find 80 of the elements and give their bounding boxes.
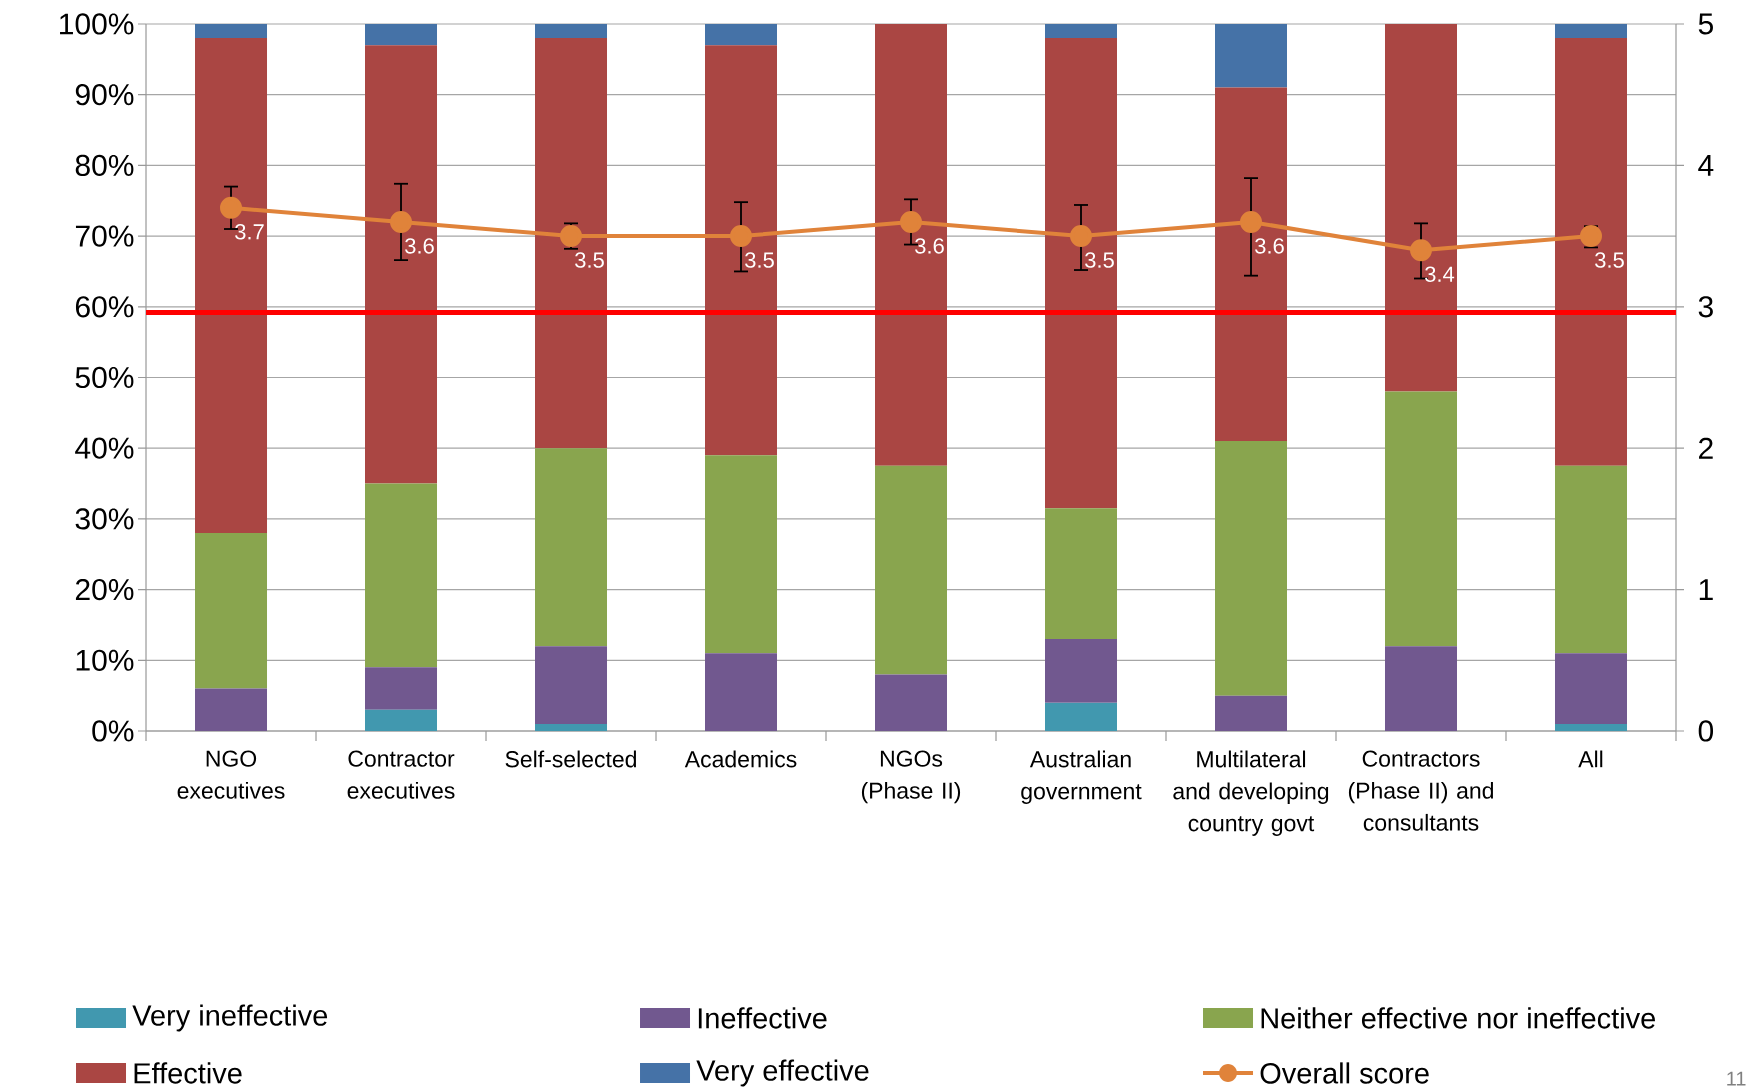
bar xyxy=(195,23,268,39)
legend-label: Overall score xyxy=(1260,1062,1429,1084)
bar xyxy=(365,667,438,710)
y-tick-label: 20% xyxy=(75,578,134,601)
y2-tick-label: 1 xyxy=(1699,579,1713,600)
y-tick-label: 40% xyxy=(75,437,134,459)
y-tick-label: 100% xyxy=(60,13,134,35)
bar xyxy=(1555,653,1627,724)
y2-tick-label: 5 xyxy=(1698,13,1713,35)
y2-tick-label: 4 xyxy=(1698,155,1714,176)
legend-label: Very effective xyxy=(696,1059,869,1087)
y-tick-label: 50% xyxy=(75,366,134,389)
bar xyxy=(1555,465,1627,654)
data-label: 3.7 xyxy=(235,223,264,240)
bar xyxy=(535,723,608,731)
bar xyxy=(195,688,268,731)
x-tick-label: Self-selected xyxy=(505,750,636,768)
data-label: 3.5 xyxy=(575,252,604,268)
x-tick-label: Multilateral and developing country govt xyxy=(1173,750,1329,836)
bar xyxy=(535,448,608,647)
y-tick-label: 90% xyxy=(75,84,134,106)
bar xyxy=(1045,23,1117,39)
data-label: 3.6 xyxy=(1255,238,1284,254)
bar xyxy=(365,709,438,731)
bar xyxy=(705,455,777,654)
bar xyxy=(1555,38,1627,466)
x-tick-label: NGOs (Phase II) xyxy=(861,750,961,804)
x-tick-label: Contractors (Phase II) and consultants xyxy=(1348,750,1493,831)
bar xyxy=(365,483,438,668)
bar xyxy=(1045,639,1117,703)
y-tick-label: 10% xyxy=(76,649,134,671)
data-label: 3.5 xyxy=(1595,252,1624,268)
y2-tick-label: 2 xyxy=(1699,437,1713,459)
bar xyxy=(1215,441,1287,696)
bar xyxy=(1385,23,1457,392)
bar xyxy=(875,465,947,675)
x-tick-label: Contractor executives xyxy=(347,750,455,799)
y2-tick-label: 3 xyxy=(1698,296,1713,318)
bar xyxy=(1555,723,1627,731)
data-label: 3.5 xyxy=(1085,252,1114,268)
bar xyxy=(705,45,777,456)
bar xyxy=(705,23,777,46)
x-tick-label: NGO executives xyxy=(177,750,285,799)
bar xyxy=(1045,508,1117,640)
y-tick-label: 80% xyxy=(75,154,134,177)
bar xyxy=(705,653,777,731)
y-tick-label: 60% xyxy=(75,296,134,318)
data-label: 3.6 xyxy=(405,238,434,254)
legend-label: Ineffective xyxy=(698,1007,827,1029)
y-tick-label: 30% xyxy=(75,508,134,530)
bar xyxy=(1215,23,1287,88)
bar xyxy=(1045,38,1117,509)
data-label: 3.6 xyxy=(915,238,944,254)
x-tick-label: All xyxy=(1578,750,1603,768)
bar xyxy=(875,674,947,731)
bar xyxy=(1215,695,1287,731)
bar xyxy=(1555,23,1627,39)
legend-label: Very ineffective xyxy=(132,1004,328,1032)
text: 11 xyxy=(1727,1071,1746,1086)
y-tick-label: 70% xyxy=(75,225,134,247)
y2-tick-label: 0 xyxy=(1698,720,1714,742)
bar xyxy=(535,23,608,39)
bar xyxy=(875,23,947,466)
legend-label: Neither effective nor ineffective xyxy=(1261,1007,1655,1029)
bar xyxy=(365,23,438,46)
bar xyxy=(535,646,608,724)
bar xyxy=(1215,87,1287,442)
bar xyxy=(1385,646,1457,731)
bar xyxy=(195,533,268,689)
bar xyxy=(535,38,608,449)
data-label: 3.5 xyxy=(745,252,774,268)
data-label: 3.4 xyxy=(1425,266,1455,282)
bar xyxy=(195,38,268,534)
bar xyxy=(1385,391,1457,647)
bar xyxy=(1045,702,1117,731)
x-tick-label: Academics xyxy=(684,750,797,768)
bar xyxy=(365,45,438,484)
y-tick-label: 0% xyxy=(92,720,134,742)
x-tick-label: Australian government xyxy=(1021,750,1142,804)
legend-label: Effective xyxy=(134,1062,242,1084)
